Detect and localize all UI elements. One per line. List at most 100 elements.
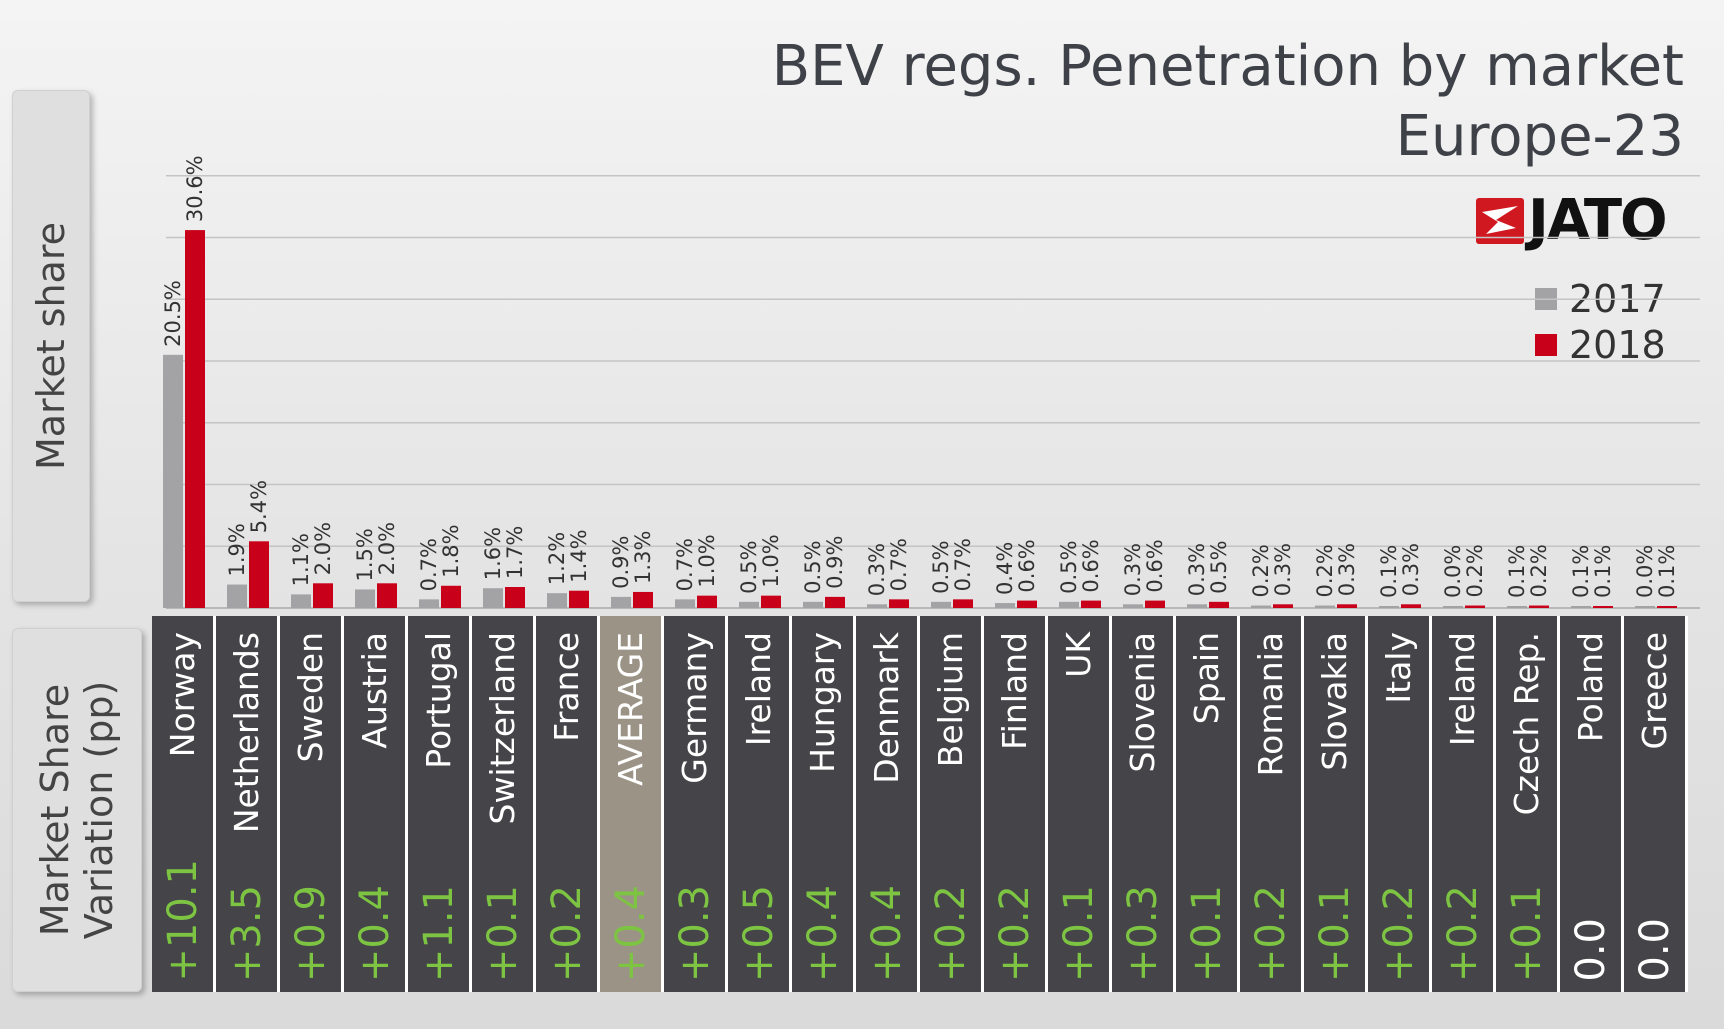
- table-column: Ireland +0.2: [1432, 616, 1496, 992]
- bar-2017-switzerland: [483, 588, 503, 608]
- variation-value: +0.2: [1247, 884, 1294, 982]
- bar-2018-hungary: [825, 596, 845, 608]
- data-label-2018: 0.3%: [1399, 543, 1423, 596]
- bar-2017-hungary: [803, 601, 823, 608]
- variation-value: +0.4: [863, 884, 910, 982]
- table-column: Romania +0.2: [1240, 616, 1304, 992]
- data-label-2018: 0.9%: [823, 536, 847, 589]
- data-label-2018: 0.5%: [1207, 540, 1231, 593]
- variation-value: +0.2: [543, 884, 590, 982]
- variation-value: +0.2: [991, 884, 1038, 982]
- bar-2018-austria: [377, 583, 397, 608]
- variation-value: +0.4: [799, 884, 846, 982]
- data-label-2017: 1.5%: [353, 528, 377, 581]
- bar-2017-austria: [355, 589, 375, 608]
- data-label-2018: 0.1%: [1591, 545, 1615, 598]
- variation-value: +0.1: [1311, 884, 1358, 982]
- data-label-2018: 30.6%: [183, 155, 207, 222]
- bar-2018-norway: [185, 230, 205, 608]
- table-column: Norway +10.1: [152, 616, 216, 992]
- data-label-2017: 0.1%: [1377, 545, 1401, 598]
- bar-2017-netherlands: [227, 584, 247, 608]
- bar-2017-poland: [1571, 606, 1591, 608]
- data-label-2017: 0.5%: [737, 540, 761, 593]
- jato-logo-text: JATO: [1528, 188, 1668, 253]
- bar-2018-greece: [1657, 606, 1677, 608]
- data-label-2017: 0.3%: [1121, 543, 1145, 596]
- bar-2017-ireland: [1443, 606, 1463, 608]
- bar-2018-ireland: [761, 595, 781, 608]
- data-label-2017: 0.5%: [929, 540, 953, 593]
- country-label: Spain: [1186, 632, 1226, 725]
- country-label: Slovenia: [1122, 632, 1162, 773]
- bar-2017-greece: [1635, 606, 1655, 608]
- country-label: Italy: [1378, 632, 1418, 704]
- country-label: Czech Rep.: [1506, 632, 1546, 816]
- country-label: Belgium: [930, 632, 970, 768]
- variation-value: +10.1: [159, 859, 206, 982]
- variation-value: +0.3: [1119, 884, 1166, 982]
- bar-2017-finland: [995, 603, 1015, 608]
- bar-2018-switzerland: [505, 587, 525, 608]
- data-label-2018: 0.6%: [1079, 539, 1103, 592]
- data-label-2018: 0.3%: [1335, 543, 1359, 596]
- data-label-2018: 2.0%: [311, 522, 335, 575]
- data-label-2017: 0.5%: [801, 540, 825, 593]
- variation-value: +0.1: [479, 884, 526, 982]
- variation-value: +0.1: [1055, 884, 1102, 982]
- data-label-2018: 0.2%: [1527, 544, 1551, 597]
- country-label: Slovakia: [1314, 632, 1354, 771]
- bar-2018-slovakia: [1337, 604, 1357, 608]
- variation-value: +1.1: [415, 884, 462, 982]
- bar-2017-romania: [1251, 605, 1271, 608]
- data-label-2017: 0.4%: [993, 542, 1017, 595]
- bar-2017-ireland: [739, 601, 759, 608]
- country-label: Netherlands: [226, 632, 266, 834]
- country-label: Ireland: [738, 632, 778, 747]
- table-column: Ireland +0.5: [728, 616, 792, 992]
- table-column: Denmark +0.4: [856, 616, 920, 992]
- table-column: Austria +0.4: [344, 616, 408, 992]
- table-column: UK +0.1: [1048, 616, 1112, 992]
- table-column: Germany +0.3: [664, 616, 728, 992]
- data-label-2017: 1.2%: [545, 532, 569, 585]
- data-label-2017: 20.5%: [161, 280, 185, 347]
- bar-2018-netherlands: [249, 541, 269, 608]
- country-label: AVERAGE: [610, 632, 650, 786]
- bar-2018-france: [569, 590, 589, 608]
- bar-2017-france: [547, 593, 567, 608]
- chart-subtitle: Europe-23: [1395, 104, 1684, 169]
- data-label-2017: 1.1%: [289, 533, 313, 586]
- bar-2017-italy: [1379, 606, 1399, 608]
- variation-value: +0.1: [1183, 884, 1230, 982]
- data-label-2018: 0.7%: [951, 538, 975, 591]
- bar-2018-romania: [1273, 604, 1293, 608]
- jato-logo: JATO: [1476, 188, 1686, 253]
- data-label-2018: 5.4%: [247, 480, 271, 533]
- table-column: Poland 0.0: [1560, 616, 1624, 992]
- variation-value: 0.0: [1567, 918, 1614, 982]
- variation-label-box: Market Share Variation (pp): [12, 628, 142, 992]
- data-label-2017: 0.7%: [417, 538, 441, 591]
- table-column: Netherlands +3.5: [216, 616, 280, 992]
- data-label-2018: 1.4%: [567, 529, 591, 582]
- data-label-2017: 1.6%: [481, 527, 505, 580]
- data-label-2017: 0.1%: [1569, 545, 1593, 598]
- bar-2017-spain: [1187, 604, 1207, 608]
- variation-value: 0.0: [1631, 918, 1678, 982]
- variation-value: +0.1: [1503, 884, 1550, 982]
- legend-item-2018: 2018: [1535, 323, 1666, 367]
- variation-value: +0.2: [927, 884, 974, 982]
- bar-2017-slovakia: [1315, 605, 1335, 608]
- bar-2017-denmark: [867, 604, 887, 608]
- bar-2017-norway: [163, 354, 183, 608]
- data-label-2017: 0.3%: [1185, 543, 1209, 596]
- table-column: Greece 0.0: [1624, 616, 1688, 992]
- variation-value: +0.2: [1439, 884, 1486, 982]
- jato-logo-icon: [1476, 198, 1524, 244]
- data-label-2018: 1.8%: [439, 524, 463, 577]
- data-label-2018: 0.3%: [1271, 543, 1295, 596]
- variation-value: +0.5: [735, 884, 782, 982]
- variation-value: +0.4: [351, 884, 398, 982]
